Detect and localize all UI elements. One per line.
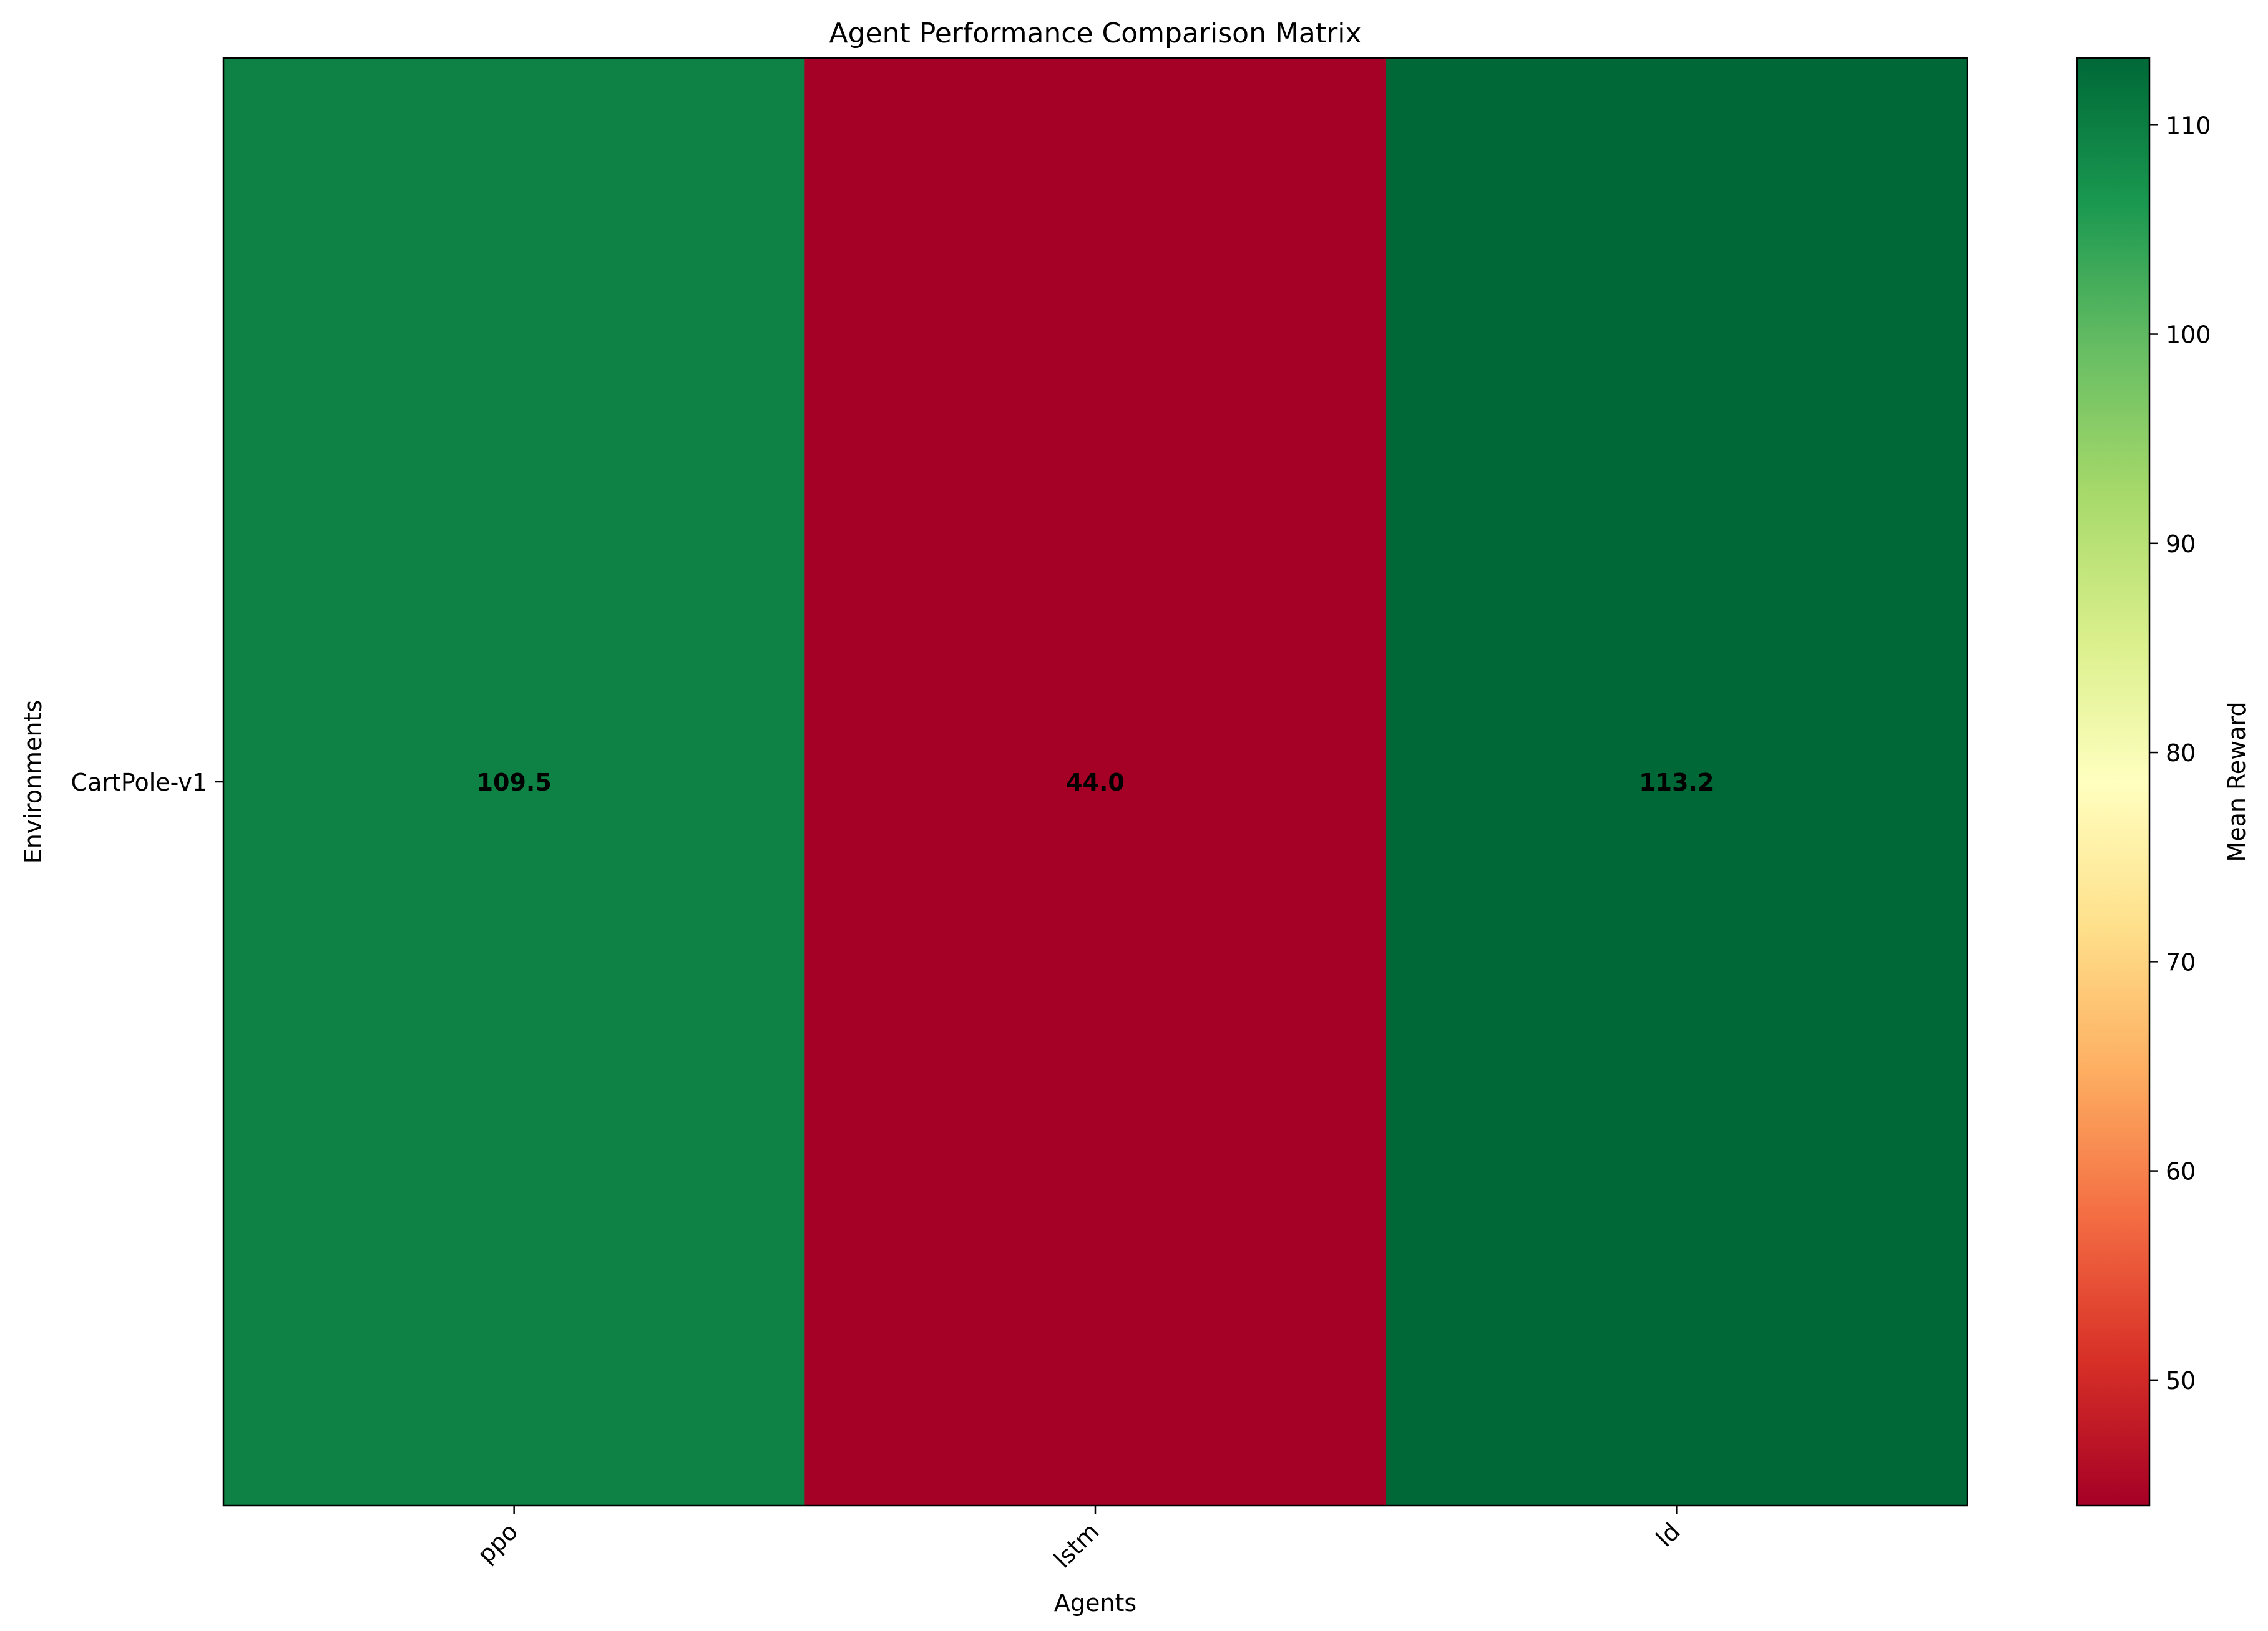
cell-value-label: 113.2 bbox=[1639, 769, 1714, 796]
colorbar-tick-label: 90 bbox=[2166, 530, 2196, 558]
heatmap-cells bbox=[223, 58, 1968, 1506]
colorbar-tick-label: 110 bbox=[2166, 112, 2211, 139]
colorbar-tick-label: 80 bbox=[2166, 739, 2196, 767]
heatmap-cell-labels: 109.5 44.0 113.2 bbox=[477, 769, 1714, 796]
x-tick-label: ld bbox=[1651, 1517, 1686, 1552]
y-tick-label: CartPole-v1 bbox=[71, 769, 207, 796]
colorbar-tick-label: 50 bbox=[2166, 1367, 2196, 1395]
y-axis-ticks: CartPole-v1 bbox=[71, 769, 223, 796]
colorbar-tick-label: 70 bbox=[2166, 948, 2196, 976]
colorbar bbox=[2076, 57, 2151, 1507]
cell-value-label: 44.0 bbox=[1066, 769, 1125, 796]
x-axis-ticks: ppo lstm ld bbox=[472, 1506, 1686, 1574]
x-tick-label: ppo bbox=[472, 1517, 523, 1569]
heatmap-cell bbox=[804, 58, 1387, 1506]
cell-value-label: 109.5 bbox=[477, 769, 552, 796]
heatmap-cell bbox=[223, 58, 805, 1506]
chart-title: Agent Performance Comparison Matrix bbox=[829, 17, 1362, 49]
colorbar-label: Mean Reward bbox=[2223, 701, 2251, 862]
colorbar-tick-label: 100 bbox=[2166, 321, 2211, 349]
heatmap-cell bbox=[1386, 58, 1968, 1506]
x-tick-label: lstm bbox=[1048, 1517, 1104, 1573]
x-axis-label: Agents bbox=[1054, 1589, 1136, 1617]
y-axis-label: Environments bbox=[19, 700, 47, 864]
colorbar-tick-label: 60 bbox=[2166, 1158, 2196, 1186]
colorbar-ticks: 50 60 70 80 90 100 110 bbox=[2149, 112, 2211, 1395]
